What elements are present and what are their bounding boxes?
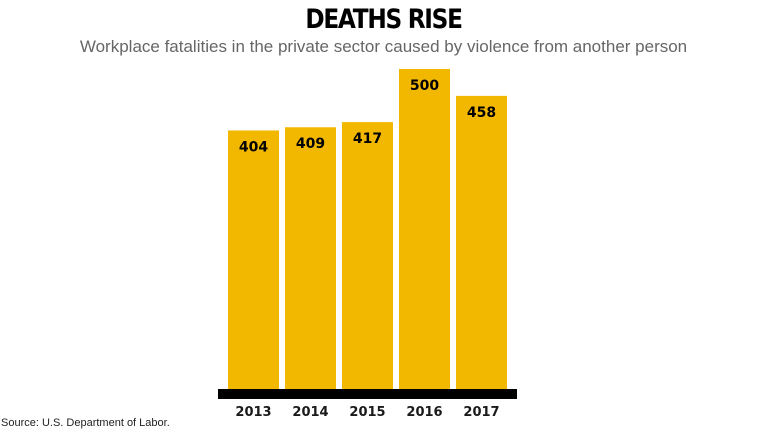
- bar-2014: [285, 127, 336, 390]
- chart-title: DEATHS RISE: [305, 4, 463, 35]
- data-label-2016: 500: [410, 78, 439, 94]
- x-tick-label-2014: 2014: [292, 405, 328, 420]
- source-note: Source: U.S. Department of Labor.: [1, 417, 170, 429]
- x-tick-label-2017: 2017: [463, 405, 499, 420]
- chart-subtitle: Workplace fatalities in the private sect…: [79, 37, 688, 56]
- bar-2017: [456, 95, 507, 389]
- data-label-2013: 404: [239, 139, 268, 155]
- data-label-2015: 417: [353, 131, 382, 147]
- bar-2015: [342, 122, 393, 390]
- data-label-2017: 458: [467, 105, 496, 121]
- data-label-2014: 409: [296, 136, 325, 152]
- x-tick-label-2016: 2016: [406, 405, 442, 420]
- bar-2013: [228, 130, 279, 389]
- x-tick-label-2013: 2013: [235, 405, 271, 420]
- bar-2016: [399, 69, 450, 389]
- x-axis-baseline: [218, 389, 517, 399]
- x-tick-label-2015: 2015: [349, 405, 385, 420]
